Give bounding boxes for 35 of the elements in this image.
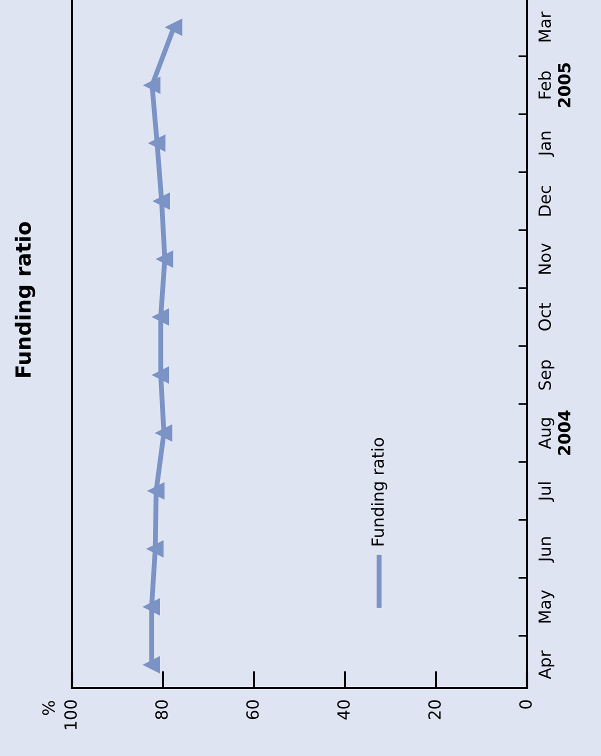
x-tick-label: 80 [155,700,168,720]
x-tick-label: 60 [246,700,259,720]
point [153,192,170,210]
point [143,598,160,616]
y-axis-title: % [42,701,55,715]
y-tick-label: Dec [538,186,552,216]
y-tick-label: Jul [538,482,554,502]
y-tick-label: Oct [538,303,552,331]
y-tick-label: Feb [538,71,552,98]
point [156,424,172,442]
text: 2004 [558,410,571,455]
y-tick-label: Jan [538,132,554,157]
point [156,250,174,268]
y-tick-label: May [538,590,554,622]
y-tick-label: Mar [538,12,552,42]
point [152,308,170,326]
text: Funding ratio [371,438,388,546]
x-tick-label: 40 [337,700,350,720]
point [148,134,166,152]
y-tick-label: Jun [538,537,554,563]
point [146,540,164,558]
text: 2005 [558,63,571,108]
point [166,18,182,36]
point [148,482,165,500]
x-tick-label: 20 [428,700,441,720]
y-tick-label: Aug [538,418,554,450]
y-tick-label: Apr [538,650,554,680]
x-tick-label: 0 [519,700,532,709]
y-tick-label: Sep [538,360,554,390]
y-tick-label: Nov [538,243,552,274]
point [144,76,160,94]
x-tick-label: 100 [64,700,77,730]
text: Funding ratio [14,222,36,377]
point [152,366,170,384]
point [143,656,160,674]
